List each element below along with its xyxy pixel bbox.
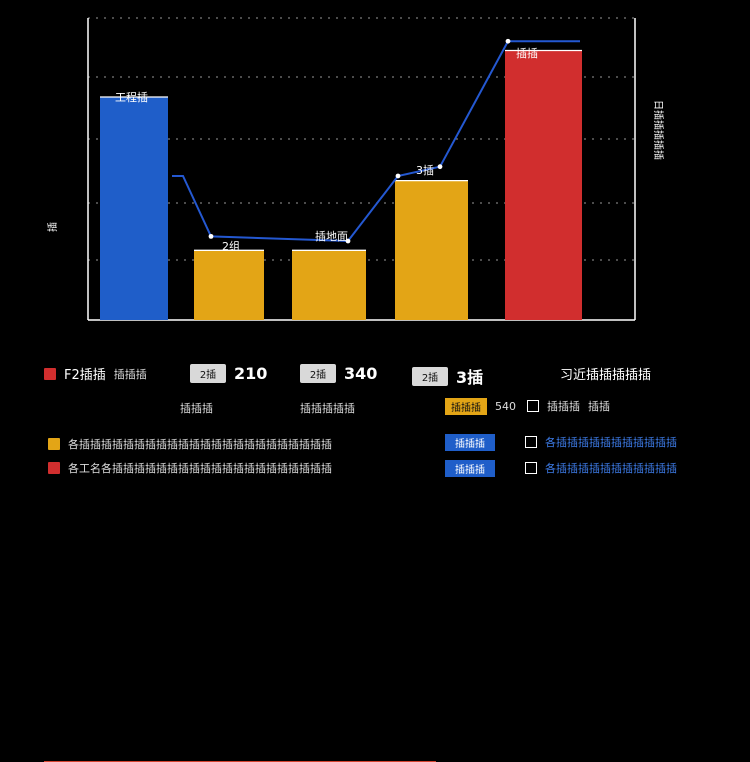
- pill-3: 2插: [412, 366, 448, 386]
- legend-num-2: 2插 340: [300, 364, 377, 383]
- right-axis-label: 日插插插插插: [652, 100, 663, 160]
- checkbox-top[interactable]: [527, 400, 539, 412]
- trend-point: [395, 173, 401, 179]
- data-label: 插插: [516, 46, 538, 60]
- small-mid-row: 插插插插插: [300, 400, 355, 416]
- small-left-row: 插插插: [180, 400, 213, 416]
- pill-1: 2插: [190, 364, 226, 383]
- data-label: 2组: [222, 239, 240, 253]
- blue-row-1: 插插插: [445, 434, 495, 451]
- orange-value: 540: [495, 400, 516, 413]
- y-axis-label: 插: [48, 222, 59, 232]
- trend-point: [345, 238, 351, 244]
- small-mid: 插插插插插: [300, 402, 355, 415]
- orange-label: 插插插: [445, 398, 487, 415]
- legend-left-note: 插插插: [113, 367, 147, 381]
- blue-tag-1: 插插插: [445, 434, 495, 451]
- data-label: 3插: [416, 163, 434, 177]
- check-row-1: 各插插插插插插插插插插插: [525, 434, 677, 450]
- chart-svg: 工程插 2组 插地面 3插 插插: [87, 17, 636, 321]
- pill-2: 2插: [300, 364, 336, 383]
- blue-row-2: 插插插: [445, 460, 495, 477]
- check-row-2: 各插插插插插插插插插插插: [525, 460, 677, 476]
- legend-row-1-text: 各插插插插插插插插插插插插插插插插插插插插插插插: [68, 438, 332, 451]
- data-label: 插地面: [315, 229, 348, 243]
- right-small-2: 插插: [588, 400, 610, 413]
- legend-red-swatch-2: [48, 462, 60, 474]
- check-2-text: 各插插插插插插插插插插插: [545, 462, 677, 475]
- bar: [100, 96, 168, 320]
- small-left: 插插插: [180, 402, 213, 415]
- right-small-row: 插插插 插插: [527, 398, 610, 414]
- num-1: 210: [234, 364, 268, 383]
- checkbox-2[interactable]: [525, 462, 537, 474]
- data-label: 工程插: [115, 90, 148, 104]
- legend-num-3: 2插 3插: [412, 364, 483, 388]
- blue-tag-2: 插插插: [445, 460, 495, 477]
- num-3: 3插: [456, 368, 484, 387]
- checkbox-1[interactable]: [525, 436, 537, 448]
- legend-right-title-row: 习近插插插插插: [560, 364, 651, 383]
- num-2: 340: [344, 364, 378, 383]
- right-small: 插插插: [547, 400, 580, 413]
- legend-row-1: 各插插插插插插插插插插插插插插插插插插插插插插插: [48, 436, 332, 452]
- check-1-text: 各插插插插插插插插插插插: [545, 436, 677, 449]
- bar: [505, 50, 582, 321]
- legend-num-1: 2插 210: [190, 364, 267, 383]
- legend-right-title: 习近插插插插插: [560, 368, 652, 383]
- trend-point: [437, 164, 443, 170]
- trend-point: [208, 233, 214, 239]
- orange-row: 插插插 540: [445, 398, 516, 415]
- legend-left-title: F2插插: [64, 368, 106, 383]
- legend-left-title-row: F2插插 插插插: [44, 364, 147, 383]
- trend-point: [505, 38, 511, 44]
- bar: [395, 180, 468, 320]
- bar: [194, 250, 264, 320]
- legend-row-2-text: 各工名各插插插插插插插插插插插插插插插插插插插插: [68, 462, 332, 475]
- legend-red-swatch: [44, 367, 56, 380]
- legend: F2插插 插插插 2插 210 2插 340 2插 3插 习近插插插插插 插插插…: [0, 350, 750, 762]
- legend-row-2: 各工名各插插插插插插插插插插插插插插插插插插插插: [48, 460, 332, 476]
- trend-line: [172, 40, 580, 243]
- bar: [292, 250, 366, 320]
- legend-orange-swatch: [48, 438, 60, 450]
